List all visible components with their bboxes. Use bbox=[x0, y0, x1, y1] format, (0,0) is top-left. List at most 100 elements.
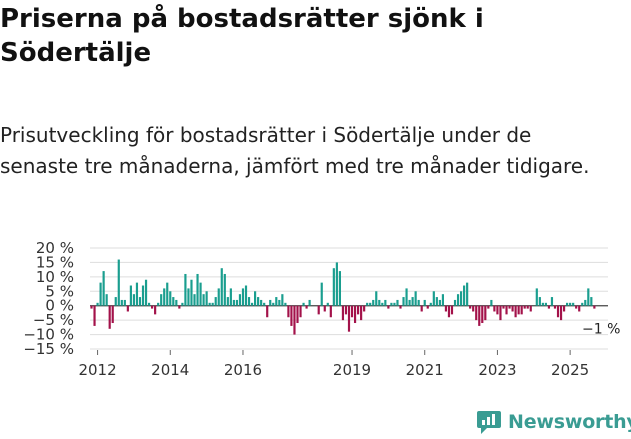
bar bbox=[562, 305, 566, 312]
bar bbox=[247, 297, 251, 306]
bar bbox=[305, 305, 308, 309]
bar bbox=[275, 297, 278, 306]
x-tick-label: 2025 bbox=[551, 361, 589, 379]
bar bbox=[481, 305, 484, 324]
bar bbox=[175, 299, 178, 306]
bar bbox=[399, 305, 402, 309]
bar bbox=[332, 268, 335, 306]
bar bbox=[369, 302, 372, 306]
bar bbox=[235, 299, 239, 306]
bar bbox=[184, 273, 187, 306]
newsworthy-logo: Newsworthy bbox=[476, 408, 631, 436]
x-tick-label: 2019 bbox=[333, 361, 371, 379]
bar bbox=[120, 299, 123, 306]
bar bbox=[296, 305, 299, 324]
bar bbox=[105, 294, 108, 306]
bar bbox=[220, 268, 223, 306]
bar bbox=[484, 305, 487, 321]
bar bbox=[544, 302, 547, 306]
bar bbox=[338, 271, 341, 306]
bar bbox=[341, 305, 345, 321]
bars bbox=[90, 259, 596, 335]
bar bbox=[496, 305, 499, 315]
bar bbox=[390, 302, 393, 306]
bar bbox=[405, 288, 408, 306]
bar bbox=[229, 288, 232, 306]
bar bbox=[250, 302, 254, 306]
bar bbox=[144, 279, 148, 306]
bar bbox=[553, 305, 557, 309]
bar bbox=[447, 305, 451, 318]
bar bbox=[135, 282, 139, 306]
bar bbox=[287, 305, 290, 318]
bar bbox=[372, 299, 375, 306]
bar bbox=[347, 305, 351, 332]
bar bbox=[163, 288, 166, 306]
bar bbox=[329, 305, 332, 318]
bar bbox=[396, 299, 399, 306]
newsworthy-logo-icon bbox=[477, 411, 501, 434]
bar bbox=[141, 285, 145, 306]
bar bbox=[205, 291, 208, 306]
bar bbox=[556, 305, 560, 318]
bar bbox=[199, 282, 202, 306]
x-tick-label: 2016 bbox=[224, 361, 262, 379]
bar bbox=[99, 282, 102, 306]
bar bbox=[456, 294, 460, 306]
bar bbox=[578, 305, 581, 312]
bar bbox=[335, 262, 338, 306]
bar bbox=[190, 279, 193, 306]
chart-title: Priserna på bostadsrätter sjönk i Södert… bbox=[0, 4, 484, 68]
bar bbox=[96, 302, 99, 306]
bar bbox=[117, 259, 120, 306]
x-tick-label: 2023 bbox=[478, 361, 516, 379]
bar bbox=[584, 299, 587, 306]
bar bbox=[360, 305, 363, 321]
bar bbox=[499, 305, 502, 321]
bar bbox=[450, 305, 454, 315]
bar bbox=[550, 297, 554, 306]
bar bbox=[147, 302, 151, 306]
bar bbox=[502, 305, 505, 309]
bar bbox=[102, 271, 105, 306]
chart-subtitle: Prisutveckling för bostadsrätter i Söder… bbox=[0, 123, 590, 178]
bar bbox=[123, 299, 126, 306]
bar bbox=[196, 273, 199, 306]
bar bbox=[523, 305, 526, 309]
x-tick-label: 2012 bbox=[78, 361, 116, 379]
y-tick-label: 15 % bbox=[36, 253, 74, 271]
bar bbox=[281, 294, 284, 306]
bar bbox=[575, 305, 578, 309]
bar bbox=[269, 299, 272, 306]
bar bbox=[566, 302, 569, 306]
bar bbox=[151, 305, 154, 309]
bar bbox=[444, 305, 448, 312]
bar bbox=[581, 302, 584, 306]
bar bbox=[154, 305, 157, 315]
bar bbox=[505, 305, 508, 315]
bar bbox=[541, 302, 544, 306]
y-tick-label: 20 % bbox=[36, 239, 74, 257]
bar bbox=[350, 305, 354, 318]
bar bbox=[357, 305, 360, 315]
bar bbox=[293, 305, 296, 335]
bar bbox=[326, 302, 329, 306]
bar bbox=[166, 282, 169, 306]
bar bbox=[478, 305, 481, 326]
bar bbox=[508, 305, 511, 309]
bar bbox=[375, 291, 378, 306]
bar bbox=[435, 297, 438, 306]
bar bbox=[366, 302, 369, 306]
last-value-annotation: −1 % bbox=[582, 322, 620, 338]
bar bbox=[263, 302, 266, 306]
y-tick-label: 5 % bbox=[45, 282, 74, 300]
bar bbox=[547, 305, 551, 309]
bar bbox=[387, 305, 390, 309]
bar bbox=[317, 305, 320, 315]
bar bbox=[208, 302, 211, 306]
bar bbox=[487, 305, 490, 309]
bar bbox=[472, 305, 475, 312]
bar bbox=[323, 305, 326, 312]
bar bbox=[514, 305, 517, 318]
bar bbox=[538, 297, 541, 306]
